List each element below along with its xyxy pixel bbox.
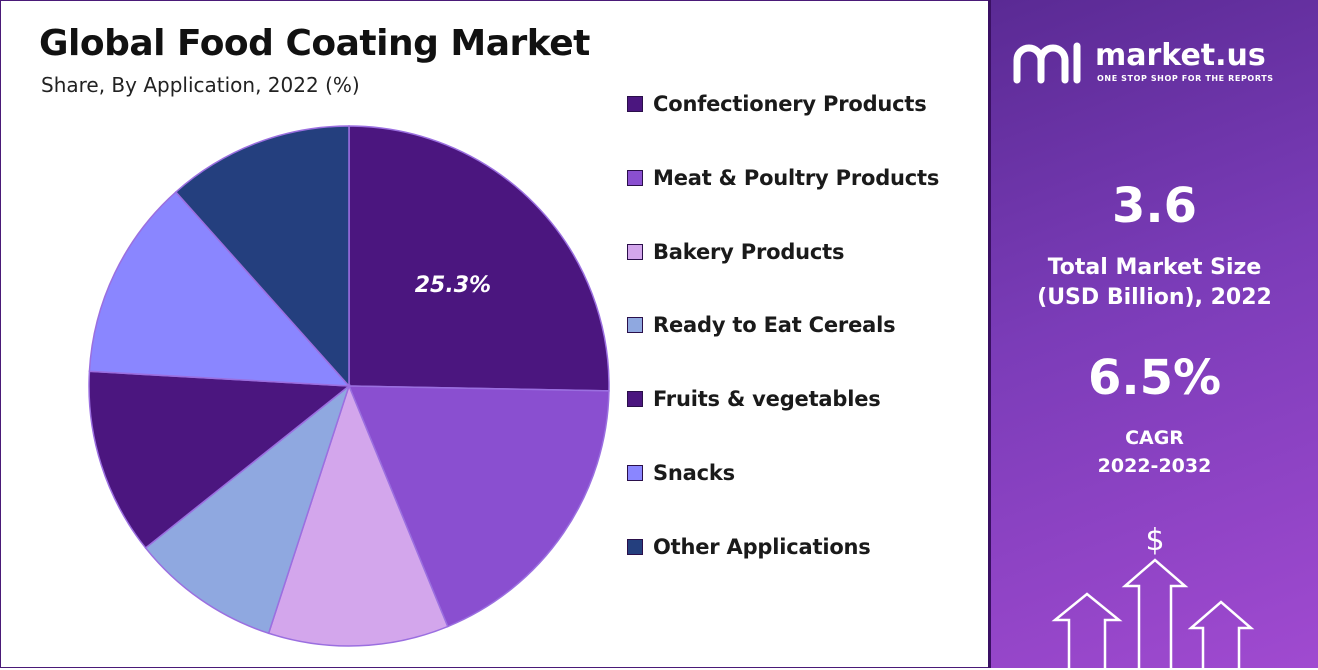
cagr-label-line1: CAGR — [1125, 427, 1184, 449]
legend-item: Snacks — [627, 458, 735, 488]
legend-label: Meat & Poultry Products — [653, 165, 940, 190]
logo-text: market.us — [1095, 38, 1266, 73]
market-size-label-line2: (USD Billion), 2022 — [1037, 285, 1272, 310]
legend-swatch — [627, 465, 643, 481]
pie-slice-bakery-products — [267, 383, 449, 647]
pie-data-label: 25.3% — [415, 273, 491, 298]
legend-label: Other Applications — [653, 534, 871, 559]
pie-slice-fruits-vegetables — [88, 370, 352, 549]
logo-mark-icon — [1013, 42, 1081, 84]
legend-label: Snacks — [653, 461, 735, 485]
legend-item: Bakery Products — [627, 237, 845, 267]
chart-title: Global Food Coating Market — [39, 23, 590, 64]
legend-swatch — [627, 243, 643, 260]
pie-slice-other-applications — [174, 125, 350, 388]
cagr-label: CAGR 2022-2032 — [991, 424, 1318, 480]
legend-swatch — [627, 317, 643, 334]
pie-slice-snacks — [88, 191, 351, 387]
logo-tagline: ONE STOP SHOP FOR THE REPORTS — [1097, 74, 1274, 83]
market-size-label-line1: Total Market Size — [1047, 255, 1262, 280]
legend-item: Confectionery Products — [627, 89, 927, 119]
dollar-sign-icon: $ — [1145, 523, 1164, 558]
pie-slice-meat-poultry-products — [347, 385, 610, 628]
market-size-value: 3.6 — [1111, 178, 1198, 234]
legend-label: Fruits & vegetables — [653, 387, 881, 412]
chart-subtitle: Share, By Application, 2022 (%) — [41, 73, 360, 97]
legend-label: Ready to Eat Cereals — [653, 313, 896, 338]
pie-slice-ready-to-eat-cereals — [144, 383, 351, 635]
legend-swatch — [627, 391, 643, 408]
growth-arrows-icon: $ — [1051, 523, 1255, 670]
legend-swatch — [627, 96, 643, 112]
pie-slice-confectionery-products — [348, 125, 610, 392]
legend-swatch — [627, 538, 643, 555]
stats-panel: market.us ONE STOP SHOP FOR THE REPORTS … — [988, 0, 1318, 670]
market-us-logo: market.us ONE STOP SHOP FOR THE REPORTS — [1013, 38, 1313, 90]
cagr-label-line2: 2022-2032 — [1097, 455, 1212, 477]
legend-label: Confectionery Products — [653, 92, 927, 116]
legend-item: Meat & Poultry Products — [627, 163, 939, 193]
legend-item: Other Applications — [627, 532, 871, 562]
pie-chart: 25.3% — [88, 125, 610, 647]
legend-item: Fruits & vegetables — [627, 384, 881, 414]
legend-label: Bakery Products — [653, 239, 845, 264]
legend-item: Ready to Eat Cereals — [627, 310, 896, 340]
market-size-label: Total Market Size (USD Billion), 2022 — [991, 253, 1318, 313]
legend-swatch — [627, 169, 643, 186]
cagr-value: 6.5% — [1087, 350, 1222, 406]
